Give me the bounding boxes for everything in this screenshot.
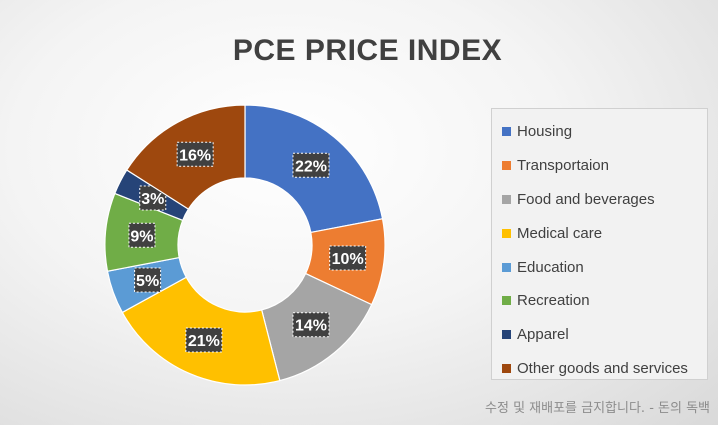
legend-item-6: Apparel [502, 318, 707, 352]
legend-swatch [502, 127, 511, 137]
legend-label: Medical care [517, 224, 603, 242]
legend-label: Recreation [517, 292, 590, 310]
legend-label: Housing [517, 123, 573, 141]
data-label-4: 5% [134, 267, 162, 293]
legend-item-4: Education [502, 250, 707, 284]
legend-label: Apparel [517, 326, 569, 344]
svg-text:21%: 21% [188, 333, 220, 350]
watermark-text: 수정 및 재배포를 금지합니다. - 돈의 독백 [485, 401, 710, 416]
svg-text:14%: 14% [295, 318, 327, 335]
svg-text:16%: 16% [179, 147, 211, 164]
legend-label: Transportaion [517, 157, 609, 175]
svg-text:22%: 22% [295, 158, 327, 175]
chart-title: PCE PRICE INDEX [232, 34, 503, 67]
svg-text:3%: 3% [141, 191, 164, 208]
legend-label: Other goods and services [517, 359, 688, 377]
legend-item-2: Food and beverages [502, 183, 707, 217]
legend-item-0: Housing [502, 115, 707, 149]
legend-label: Food and beverages [517, 190, 655, 208]
data-label-3: 21% [185, 327, 223, 353]
svg-text:5%: 5% [136, 273, 159, 290]
data-label-7: 16% [176, 141, 214, 167]
legend-item-3: Medical care [502, 216, 707, 250]
legend-item-7: Other goods and services [502, 352, 707, 386]
data-label-0: 22% [292, 152, 330, 178]
data-label-5: 9% [128, 222, 156, 248]
legend-item-1: Transportaion [502, 149, 707, 183]
legend-swatch [502, 330, 511, 340]
chart-legend: Housing Transportaion Food and beverages Me… [491, 108, 708, 380]
legend-swatch [502, 296, 511, 306]
svg-text:9%: 9% [130, 228, 153, 245]
legend-swatch [502, 194, 511, 204]
legend-label: Education [517, 258, 584, 276]
legend-swatch [502, 262, 511, 272]
svg-text:10%: 10% [332, 251, 364, 268]
legend-swatch [502, 363, 511, 373]
legend-swatch [502, 161, 511, 171]
legend-swatch [502, 228, 511, 238]
data-label-2: 14% [292, 312, 330, 338]
legend-item-5: Recreation [502, 284, 707, 318]
data-label-1: 10% [329, 245, 367, 271]
